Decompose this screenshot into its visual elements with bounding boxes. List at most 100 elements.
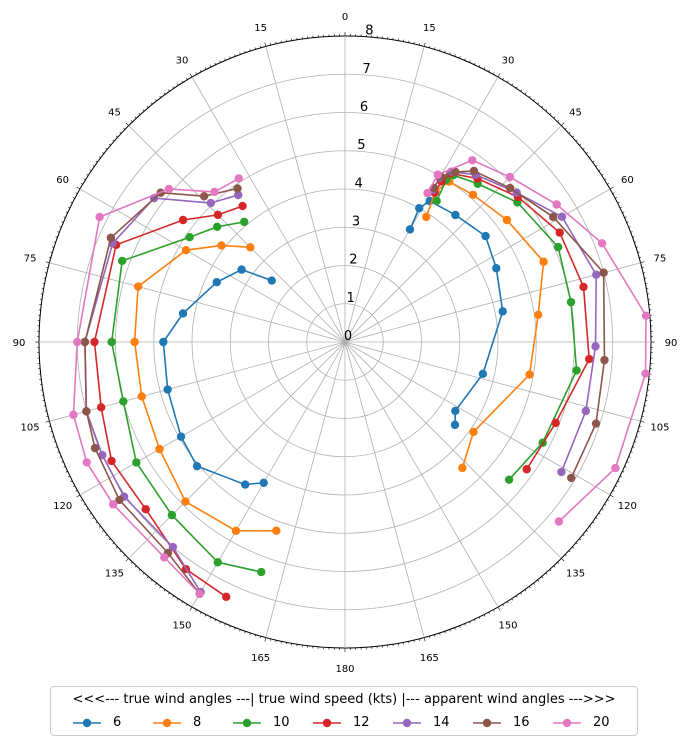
true_wind-point-10 [239,217,249,227]
true_wind-point-6 [159,337,168,347]
outer-tick [249,632,251,636]
outer-tick [70,201,73,204]
legend-marker [73,718,101,728]
outer-tick [595,517,598,519]
apparent_wind-point-16 [469,166,479,176]
radial-tick-label: 5 [357,138,365,153]
true_wind-point-12 [141,504,150,514]
outer-tick [234,627,236,630]
legend-label: 6 [113,715,122,730]
true_wind-point-10 [119,397,128,406]
outer-tick [83,178,86,181]
outer-tick [259,636,261,639]
legend-title: <<<--- true wind angles ---| true wind s… [72,692,616,707]
legend-label: 8 [193,715,202,730]
outer-tick [61,461,64,463]
outer-tick [579,143,582,146]
outer-tick [204,614,207,617]
outer-tick [604,178,607,181]
outer-tick [234,54,236,57]
apparent_wind-point-14 [557,212,567,221]
true_wind-point-10 [212,222,222,232]
outer-tick [112,542,115,545]
angular-tick-label: 120 [53,501,72,512]
true_wind-point-16 [82,407,91,416]
outer-tick [108,538,111,541]
outer-tick [582,147,585,150]
apparent_wind-point-20 [554,517,564,526]
legend-item-10: 10 [231,714,311,732]
outer-tick [564,554,567,557]
outer-tick [92,165,95,167]
outer-tick [138,569,141,572]
outer-tick [134,565,137,568]
angular-gridline [49,341,346,422]
legend-label: 16 [513,715,530,730]
legend-label: 12 [353,715,370,730]
legend-item-14: 14 [391,714,471,732]
apparent_wind-line-8 [425,180,545,469]
outer-tick [520,89,522,92]
outer-tick [102,530,105,532]
true_wind-point-20 [195,589,204,598]
true_wind-point-10 [213,558,223,567]
outer-tick [589,156,592,159]
outer-tick [601,508,604,511]
angular-tick-label: 120 [618,501,637,512]
outer-tick [497,606,501,611]
outer-tick [553,116,556,119]
true_wind-point-16 [233,184,242,193]
outer-tick [159,95,162,98]
outer-tick [524,589,527,592]
outer-tick [615,197,618,199]
outer-tick [615,485,618,487]
true_wind-point-6 [237,265,246,274]
outer-tick [568,131,571,134]
outer-tick [624,466,627,468]
apparent_wind-point-16 [505,183,515,193]
apparent_wind-point-6 [451,406,460,416]
angular-gridline [265,341,346,638]
legend-item-20: 20 [551,714,631,732]
true_wind-point-16 [80,337,90,347]
true_wind-point-20 [69,410,78,419]
outer-tick [115,546,118,549]
angular-tick-label: 105 [650,422,669,433]
legend-marker [393,718,421,728]
outer-tick [628,456,631,458]
outer-tick [626,221,629,223]
outer-tick [444,631,446,634]
outer-tick [50,431,53,433]
apparent_wind-point-14 [557,467,566,477]
outer-tick [545,572,548,575]
outer-tick [254,47,256,50]
true_wind-point-8 [231,526,241,536]
angular-tick-label: 45 [108,107,121,118]
radial-tick-label: 8 [365,24,373,39]
true_wind-point-16 [199,191,209,201]
outer-tick [68,475,71,478]
angular-tick-label: 180 [335,664,354,675]
outer-tick [585,152,588,154]
legend-item-6: 6 [71,714,151,732]
outer-tick [112,139,115,142]
apparent_wind-line-12 [433,172,591,470]
outer-tick [195,72,197,75]
outer-tick [181,601,184,604]
outer-tick [609,494,614,498]
apparent_wind-point-20 [433,170,442,179]
outer-tick [89,169,92,172]
outer-tick [429,636,431,639]
angular-gridline [344,188,611,343]
true_wind-point-8 [246,243,255,252]
outer-tick [434,47,436,50]
outer-tick [72,485,75,487]
angular-tick-label: 150 [498,620,517,631]
outer-tick [115,135,118,138]
outer-tick [80,499,83,501]
outer-tick [229,625,231,628]
outer-tick [488,69,490,72]
outer-tick [142,109,145,112]
outer-tick [449,629,451,632]
outer-tick [595,165,598,167]
